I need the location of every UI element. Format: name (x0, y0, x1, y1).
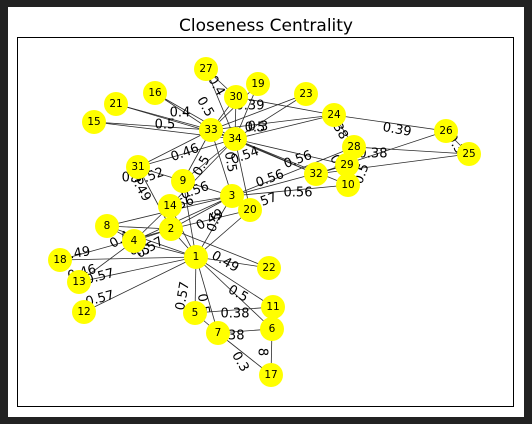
node-label: 28 (347, 141, 360, 153)
node-25: 25 (457, 142, 481, 166)
node-label: 4 (131, 235, 138, 247)
node-30: 30 (224, 85, 248, 109)
node-label: 7 (215, 327, 222, 339)
edge-weight-label: 0.5 (193, 94, 216, 119)
edge-weight-label: 8 (255, 348, 270, 356)
node-26: 26 (434, 119, 458, 143)
node-label: 23 (299, 88, 312, 100)
node-label: 9 (180, 175, 187, 187)
node-6: 6 (260, 317, 284, 341)
node-label: 10 (341, 179, 354, 191)
node-label: 3 (229, 190, 236, 202)
node-label: 6 (269, 323, 276, 335)
edge-weight-label: 0.56 (254, 167, 286, 191)
node-32: 32 (304, 162, 328, 186)
figure: Closeness Centrality 0.490.460.570.570.5… (8, 7, 524, 417)
node-label: 19 (251, 78, 264, 90)
node-label: 29 (340, 159, 353, 171)
node-label: 12 (77, 306, 90, 318)
node-13: 13 (67, 270, 91, 294)
node-34: 34 (223, 127, 247, 151)
node-label: 24 (327, 109, 341, 121)
node-16: 16 (143, 81, 167, 105)
edge-weight-label: 0.39 (381, 120, 412, 140)
node-1: 1 (184, 245, 208, 269)
node-33: 33 (199, 118, 223, 142)
node-18: 18 (48, 248, 72, 272)
edge-weight-label: 0.38 (221, 307, 250, 322)
node-23: 23 (294, 82, 318, 106)
node-12: 12 (72, 300, 96, 324)
network-diagram: Closeness Centrality 0.490.460.570.570.5… (8, 7, 524, 417)
node-8: 8 (95, 214, 119, 238)
node-label: 15 (87, 116, 100, 128)
edge-weight-label: 0.49 (209, 248, 242, 275)
node-label: 1 (193, 251, 200, 263)
node-label: 30 (229, 91, 242, 103)
node-17: 17 (259, 363, 283, 387)
edge-24-33 (211, 115, 334, 130)
node-4: 4 (122, 229, 146, 253)
node-label: 18 (53, 254, 66, 266)
node-label: 16 (148, 87, 162, 99)
node-19: 19 (246, 72, 270, 96)
node-label: 22 (262, 262, 275, 274)
node-label: 8 (104, 220, 111, 232)
node-label: 32 (309, 168, 322, 180)
node-22: 22 (257, 256, 281, 280)
node-label: 21 (109, 98, 122, 110)
node-21: 21 (104, 92, 128, 116)
node-label: 34 (228, 133, 242, 145)
node-label: 33 (204, 124, 217, 136)
nodes-group: 123456789 1011121314151617181920212223242… (48, 57, 481, 387)
node-label: 2 (168, 223, 175, 235)
node-27: 27 (194, 57, 218, 81)
node-label: 11 (266, 301, 279, 313)
node-2: 2 (159, 217, 183, 241)
node-label: 27 (199, 63, 212, 75)
node-5: 5 (183, 301, 207, 325)
node-31: 31 (126, 155, 150, 179)
node-7: 7 (206, 321, 230, 345)
node-29: 29 (335, 153, 359, 177)
edge-weight-label: 0.56 (284, 186, 313, 201)
node-label: 26 (439, 125, 453, 137)
node-label: 20 (243, 204, 256, 216)
edge-weight-label: 0.3 (228, 349, 251, 374)
node-9: 9 (171, 169, 195, 193)
node-label: 14 (163, 200, 177, 212)
edge-weight-label: 0.5 (245, 121, 266, 136)
node-14: 14 (158, 194, 182, 218)
node-15: 15 (82, 110, 106, 134)
diagram-title: Closeness Centrality (179, 16, 353, 36)
edge-weight-label: 0.4 (170, 106, 191, 121)
node-label: 25 (462, 148, 475, 160)
node-24: 24 (322, 103, 346, 127)
edge-weight-label: 0.5 (225, 282, 250, 305)
node-label: 17 (264, 369, 277, 381)
node-label: 13 (72, 276, 85, 288)
node-11: 11 (261, 295, 285, 319)
node-label: 31 (131, 161, 144, 173)
node-label: 5 (192, 307, 199, 319)
node-20: 20 (238, 198, 262, 222)
